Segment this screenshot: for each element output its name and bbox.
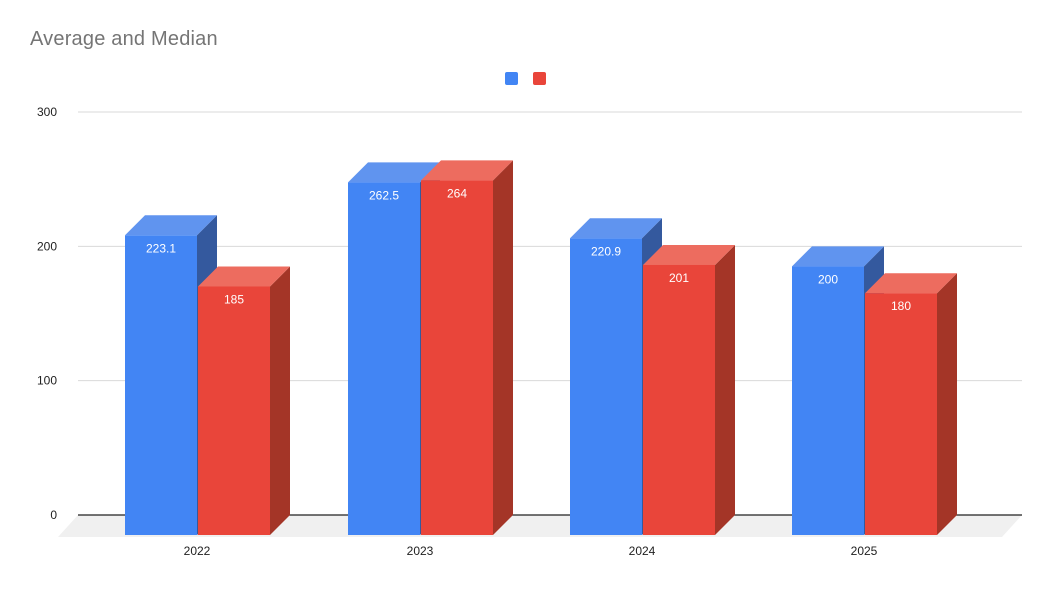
bar-side-face xyxy=(270,266,290,535)
bar-2024-median[interactable]: 201 xyxy=(643,244,735,536)
bar-top-face xyxy=(421,160,513,181)
bar-value-label: 185 xyxy=(224,292,244,306)
bar-front-face xyxy=(792,266,864,535)
bar-top-face xyxy=(125,215,217,236)
bar-front-face xyxy=(643,264,715,535)
bar-top-face xyxy=(792,246,884,267)
bar-value-label: 201 xyxy=(669,271,689,285)
bar-front-face xyxy=(198,286,270,535)
legend xyxy=(0,72,1050,85)
bar-front-face xyxy=(865,293,937,535)
bar-2025-median[interactable]: 180 xyxy=(865,273,957,535)
bar-group-2023: 262.5 264 xyxy=(348,160,513,536)
bar-front-face xyxy=(125,235,197,535)
bar-group-2024: 220.9 201 xyxy=(570,218,735,536)
bar-side-face xyxy=(715,244,735,536)
bar-value-label: 264 xyxy=(447,186,467,200)
bar-front-face xyxy=(348,182,420,535)
bar-value-label: 262.5 xyxy=(369,188,399,202)
bar-group-2025: 200 180 xyxy=(792,246,957,536)
bar-top-face xyxy=(643,244,735,265)
bar-front-face xyxy=(570,238,642,535)
y-axis-label-300: 300 xyxy=(37,105,57,119)
bar-top-face xyxy=(198,266,290,287)
bar-group-2022: 223.1 185 xyxy=(125,215,290,535)
bar-front-face xyxy=(421,180,493,536)
bar-value-label: 180 xyxy=(891,299,911,313)
bar-side-face xyxy=(493,160,513,536)
chart-title: Average and Median xyxy=(30,28,218,50)
x-axis-label-2023: 2023 xyxy=(407,544,434,558)
bar-value-label: 200 xyxy=(818,272,838,286)
bar-2022-median[interactable]: 185 xyxy=(198,266,290,535)
y-axis-label-0: 0 xyxy=(50,508,57,522)
bar-value-label: 220.9 xyxy=(591,244,621,258)
bar-top-face xyxy=(570,218,662,239)
x-axis-label-2024: 2024 xyxy=(629,544,656,558)
bar-top-face xyxy=(348,162,440,183)
bar-value-label: 223.1 xyxy=(146,241,176,255)
bar-side-face xyxy=(937,273,957,535)
x-axis-label-2022: 2022 xyxy=(184,544,211,558)
x-axis-label-2025: 2025 xyxy=(851,544,878,558)
legend-swatch-median[interactable] xyxy=(532,72,546,85)
y-axis-label-200: 200 xyxy=(37,239,57,253)
bar-2023-median[interactable]: 264 xyxy=(421,160,513,536)
y-axis-label-100: 100 xyxy=(37,374,57,388)
bar-top-face xyxy=(865,273,957,294)
legend-swatch-average[interactable] xyxy=(504,72,518,85)
chart-floor xyxy=(58,515,1022,537)
